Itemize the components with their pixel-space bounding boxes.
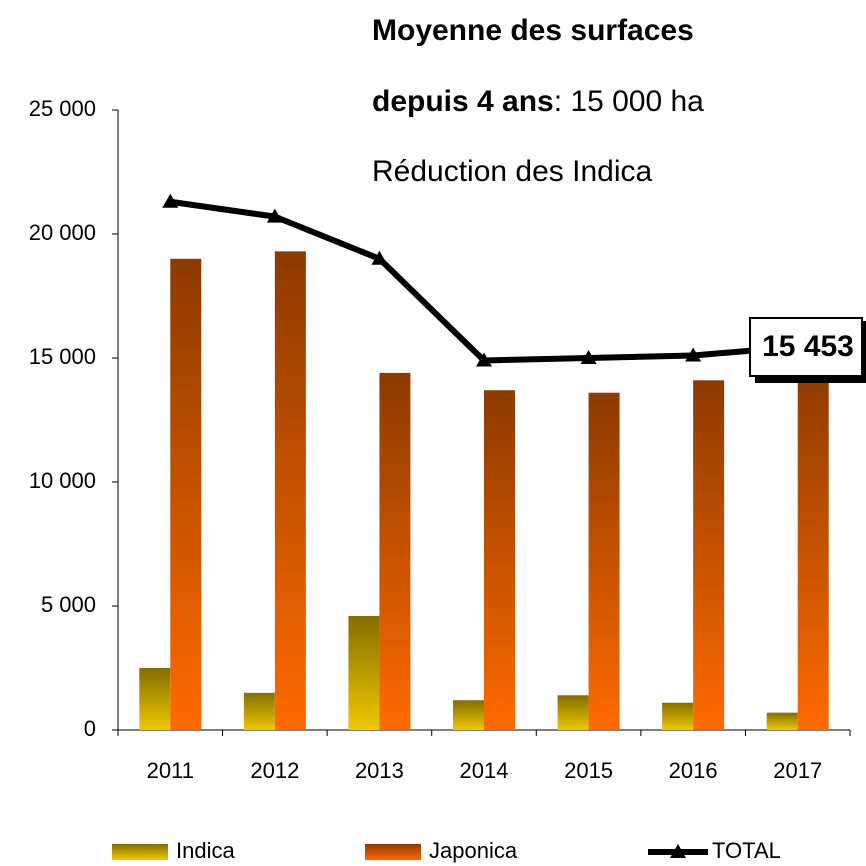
y-tick-label: 15 000 xyxy=(29,344,96,369)
y-tick-label: 10 000 xyxy=(29,468,96,493)
bar xyxy=(557,695,589,730)
annotation: Réduction des Indica xyxy=(372,155,652,188)
y-tick-label: 20 000 xyxy=(29,220,96,245)
legend-marker xyxy=(670,844,686,858)
y-tick-label: 25 000 xyxy=(29,96,96,121)
bar xyxy=(797,364,829,730)
annotation: depuis 4 ans: 15 000 ha xyxy=(372,85,704,118)
y-tick-label: 0 xyxy=(84,716,96,741)
x-tick-label: 2012 xyxy=(250,758,299,783)
marker xyxy=(580,350,597,364)
x-tick-label: 2013 xyxy=(355,758,404,783)
bar xyxy=(588,392,620,730)
legend-swatch xyxy=(365,844,421,860)
x-tick-label: 2016 xyxy=(669,758,718,783)
annotation: depuis 4 ans xyxy=(372,85,554,118)
data-label: 15 453 xyxy=(762,330,854,363)
marker xyxy=(371,250,388,265)
line xyxy=(169,198,798,364)
bar xyxy=(693,380,725,730)
legend-label: TOTAL xyxy=(712,838,781,863)
marker xyxy=(476,352,492,367)
legend-label: Japonica xyxy=(429,838,518,863)
bar xyxy=(274,251,306,731)
marker xyxy=(266,208,283,223)
legend-label: Indica xyxy=(176,838,235,863)
label-box xyxy=(749,317,863,377)
legend-swatch xyxy=(112,844,168,860)
x-tick-label: 2015 xyxy=(564,758,613,783)
bar xyxy=(766,712,798,730)
bar xyxy=(170,258,202,730)
annotation: Moyenne des surfaces xyxy=(372,14,694,47)
bar xyxy=(348,615,380,730)
annotation: : 15 000 ha xyxy=(554,85,704,118)
x-tick-label: 2011 xyxy=(147,758,194,783)
x-tick-label: 2014 xyxy=(460,758,509,783)
bar xyxy=(453,700,484,730)
x-tick-label: 2017 xyxy=(773,758,822,783)
bar xyxy=(379,372,411,730)
marker xyxy=(685,347,702,362)
bar xyxy=(139,668,171,730)
bar xyxy=(662,702,694,730)
marker xyxy=(162,193,179,208)
bar xyxy=(484,390,515,730)
bar xyxy=(243,692,275,730)
y-tick-label: 5 000 xyxy=(41,592,96,617)
